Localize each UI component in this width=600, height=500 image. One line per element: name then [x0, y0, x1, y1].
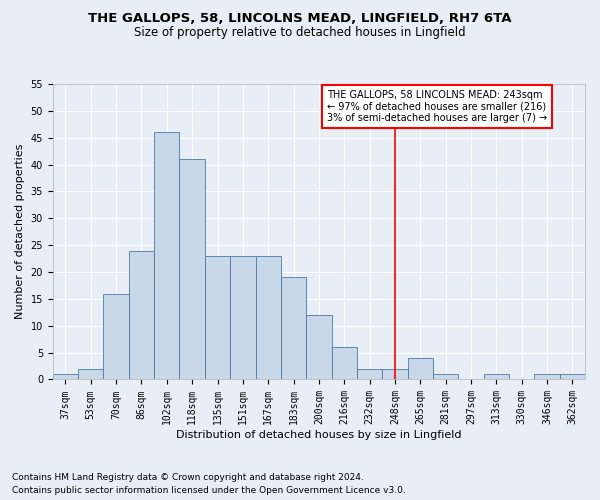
Bar — [560, 374, 585, 380]
Text: THE GALLOPS, 58 LINCOLNS MEAD: 243sqm
← 97% of detached houses are smaller (216): THE GALLOPS, 58 LINCOLNS MEAD: 243sqm ← … — [327, 90, 547, 123]
Bar — [78, 368, 103, 380]
Bar — [205, 256, 230, 380]
Bar — [433, 374, 458, 380]
Text: Size of property relative to detached houses in Lingfield: Size of property relative to detached ho… — [134, 26, 466, 39]
Bar — [332, 347, 357, 380]
Bar — [256, 256, 281, 380]
Bar — [357, 368, 382, 380]
Bar — [53, 374, 78, 380]
Text: Contains public sector information licensed under the Open Government Licence v3: Contains public sector information licen… — [12, 486, 406, 495]
Bar — [306, 315, 332, 380]
Bar — [230, 256, 256, 380]
Bar — [179, 159, 205, 380]
Text: THE GALLOPS, 58, LINCOLNS MEAD, LINGFIELD, RH7 6TA: THE GALLOPS, 58, LINCOLNS MEAD, LINGFIEL… — [88, 12, 512, 26]
Bar — [382, 368, 407, 380]
Bar — [535, 374, 560, 380]
Bar — [154, 132, 179, 380]
Bar — [129, 250, 154, 380]
Bar — [407, 358, 433, 380]
Y-axis label: Number of detached properties: Number of detached properties — [15, 144, 25, 320]
Bar — [103, 294, 129, 380]
Bar — [281, 278, 306, 380]
Text: Contains HM Land Registry data © Crown copyright and database right 2024.: Contains HM Land Registry data © Crown c… — [12, 472, 364, 482]
X-axis label: Distribution of detached houses by size in Lingfield: Distribution of detached houses by size … — [176, 430, 461, 440]
Bar — [484, 374, 509, 380]
